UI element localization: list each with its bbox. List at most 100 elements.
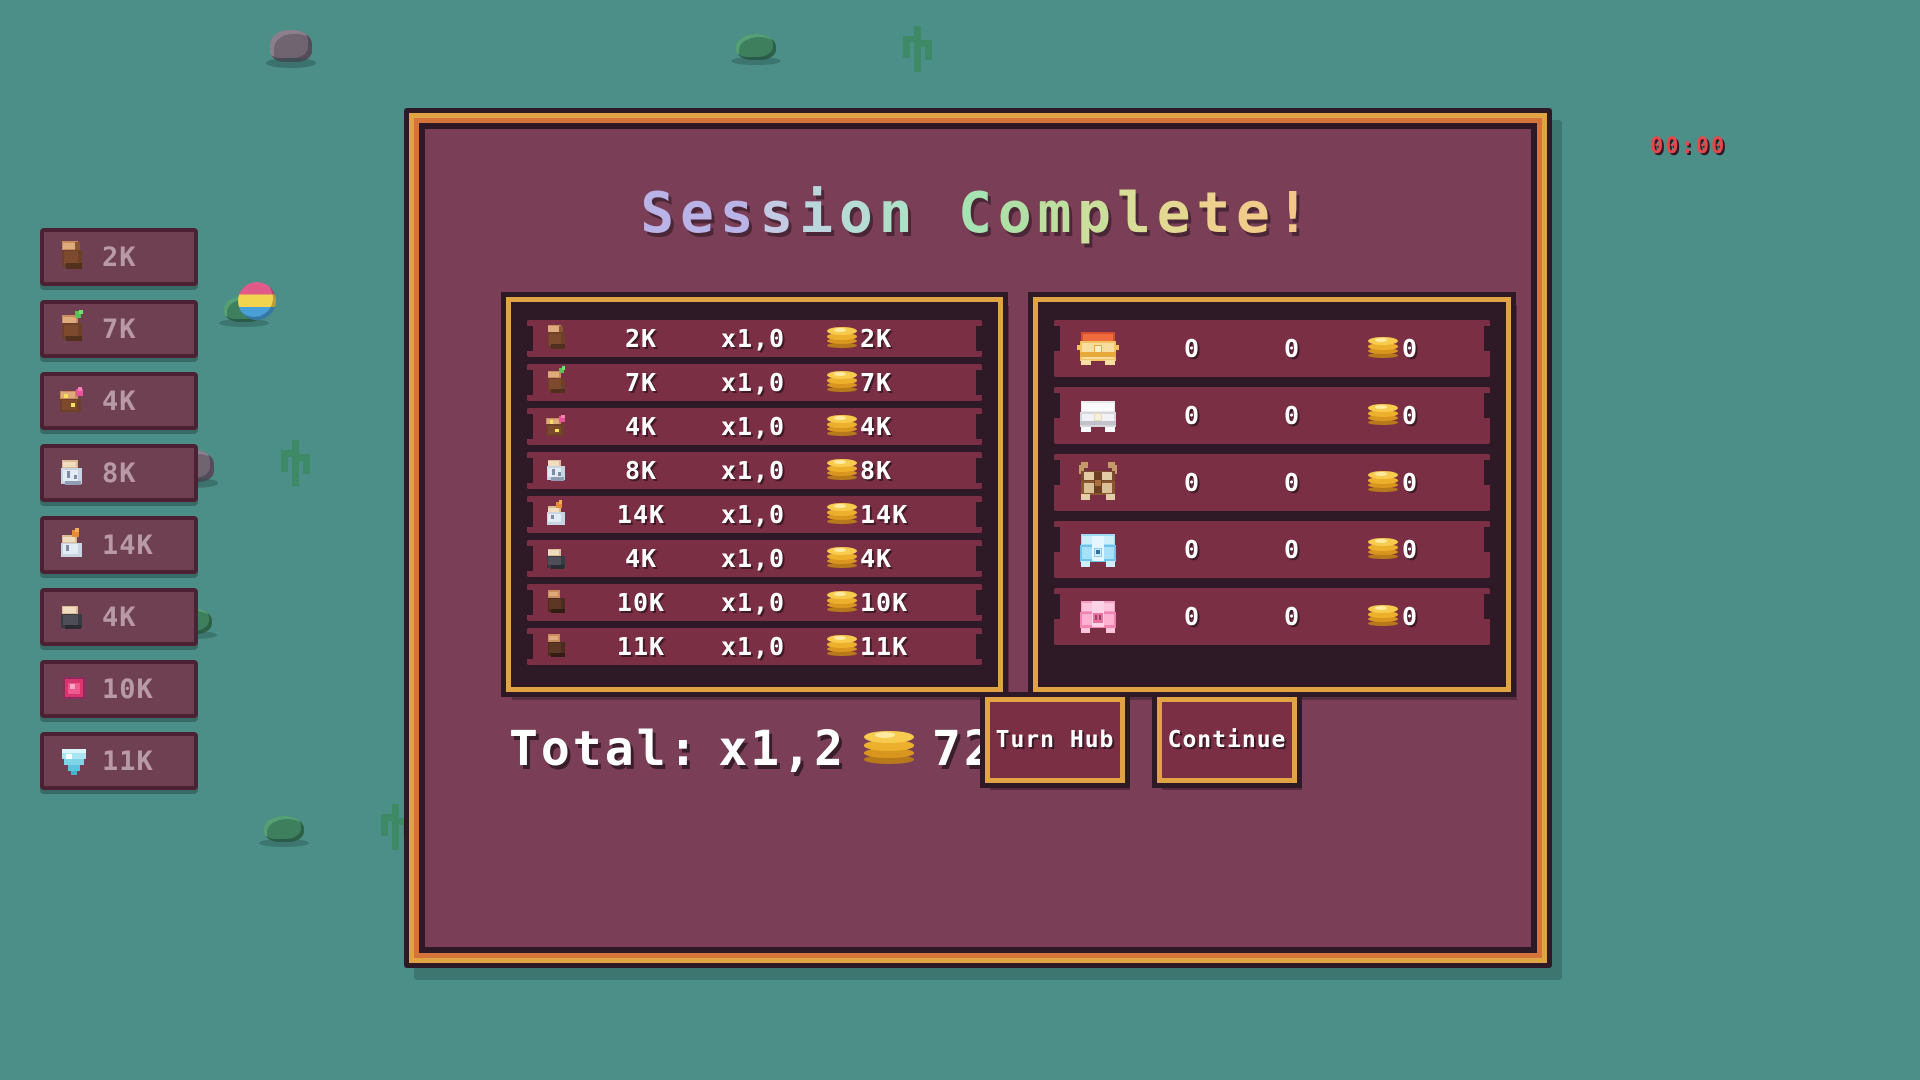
hud-item-value: 7K bbox=[102, 313, 137, 345]
item-icon-cell bbox=[527, 454, 589, 488]
item-reward-cell: 4K bbox=[813, 544, 982, 573]
continue-button[interactable]: Continue bbox=[1152, 692, 1302, 788]
item-multiplier: x1,0 bbox=[720, 368, 786, 397]
bush-decor bbox=[731, 34, 781, 66]
total-summary: Total: x1,2 72K bbox=[509, 721, 1028, 777]
hud-item-value: 14K bbox=[102, 529, 154, 561]
item-row: 8K x1,0 8K bbox=[527, 452, 982, 489]
item-multiplier: x1,0 bbox=[720, 632, 786, 661]
chest-icon-cell bbox=[1054, 326, 1142, 372]
coin-icon bbox=[827, 502, 857, 527]
chest-reward: 0 bbox=[1402, 535, 1419, 564]
beach-ball-decor bbox=[238, 282, 276, 320]
chest-opened-count: 0 bbox=[1183, 468, 1201, 497]
rock-decor bbox=[265, 30, 317, 68]
ruby-gem-icon bbox=[54, 669, 94, 709]
hud-item-value: 4K bbox=[102, 601, 137, 633]
item-icon-cell bbox=[527, 322, 589, 356]
coin-icon bbox=[827, 370, 857, 395]
chest-row: 0 0 0 bbox=[1054, 454, 1490, 511]
item-reward-cell: 10K bbox=[813, 588, 982, 617]
cactus-decor bbox=[278, 440, 312, 486]
chest-row: 0 0 0 bbox=[1054, 320, 1490, 377]
item-reward-cell: 4K bbox=[813, 412, 982, 441]
item-icon-cell bbox=[527, 630, 589, 664]
coin-icon bbox=[827, 590, 857, 615]
item-reward: 11K bbox=[860, 632, 909, 661]
item-icon-cell bbox=[527, 586, 589, 620]
dialog-body: Session Complete! 2K x1,0 2K 7K x1,0 7K 4K x1,0… bbox=[425, 129, 1531, 947]
item-reward: 2K bbox=[860, 324, 893, 353]
log-sprout-icon bbox=[54, 309, 94, 349]
item-count: 10K bbox=[616, 588, 666, 617]
item-reward: 8K bbox=[860, 456, 893, 485]
chest-icon-cell bbox=[1054, 594, 1142, 640]
chest-found-count: 0 bbox=[1283, 401, 1301, 430]
chest-opened-count: 0 bbox=[1183, 602, 1201, 631]
birch-log-icon bbox=[54, 453, 94, 493]
hud-item-value: 4K bbox=[102, 385, 137, 417]
item-row: 7K x1,0 7K bbox=[527, 364, 982, 401]
coin-icon bbox=[1368, 604, 1398, 629]
chest-reward-cell: 0 bbox=[1342, 334, 1490, 363]
coin-icon bbox=[827, 414, 857, 439]
hud-item-value: 10K bbox=[102, 673, 154, 705]
total-multiplier: x1,2 bbox=[718, 721, 846, 777]
charcoal-log-icon bbox=[541, 586, 575, 620]
total-label: Total: bbox=[509, 721, 701, 777]
hud-item: 2K bbox=[40, 228, 198, 286]
chest-rows-container: 0 0 0 0 0 0 0 0 0 0 0 0 0 0 0 bbox=[1044, 308, 1500, 681]
chest-opened-count: 0 bbox=[1183, 334, 1201, 363]
chest-row: 0 0 0 bbox=[1054, 387, 1490, 444]
chest-reward-cell: 0 bbox=[1342, 468, 1490, 497]
item-count: 11K bbox=[616, 632, 666, 661]
chest-reward: 0 bbox=[1402, 602, 1419, 631]
log-icon bbox=[54, 237, 94, 277]
coin-icon bbox=[1368, 336, 1398, 361]
chest-row: 0 0 0 bbox=[1054, 521, 1490, 578]
log-flower-icon bbox=[541, 410, 575, 444]
item-count: 2K bbox=[624, 324, 658, 353]
item-row: 10K x1,0 10K bbox=[527, 584, 982, 621]
item-reward: 4K bbox=[860, 544, 893, 573]
item-reward-cell: 8K bbox=[813, 456, 982, 485]
item-count: 7K bbox=[624, 368, 658, 397]
item-row: 14K x1,0 14K bbox=[527, 496, 982, 533]
coin-icon bbox=[827, 634, 857, 659]
log-sprout-icon bbox=[541, 366, 575, 400]
item-icon-cell bbox=[527, 498, 589, 532]
item-multiplier: x1,0 bbox=[720, 588, 786, 617]
chest-reward: 0 bbox=[1402, 468, 1419, 497]
dark-log-icon bbox=[54, 597, 94, 637]
item-multiplier: x1,0 bbox=[720, 456, 786, 485]
charcoal-log-icon bbox=[541, 630, 575, 664]
hud-item: 4K bbox=[40, 588, 198, 646]
dark-log-icon bbox=[541, 542, 575, 576]
turn-hub-button[interactable]: Turn Hub bbox=[980, 692, 1130, 788]
hud-item-value: 11K bbox=[102, 745, 154, 777]
item-reward: 10K bbox=[860, 588, 909, 617]
item-multiplier: x1,0 bbox=[720, 324, 786, 353]
chest-row: 0 0 0 bbox=[1054, 588, 1490, 645]
chest-reward-cell: 0 bbox=[1342, 535, 1490, 564]
chest-reward-cell: 0 bbox=[1342, 401, 1490, 430]
chest-found-count: 0 bbox=[1283, 468, 1301, 497]
item-count: 14K bbox=[616, 500, 666, 529]
hud-item-value: 8K bbox=[102, 457, 137, 489]
birch-leaf-log-icon bbox=[541, 498, 575, 532]
item-row: 11K x1,0 11K bbox=[527, 628, 982, 665]
hud-item: 7K bbox=[40, 300, 198, 358]
log-flower-icon bbox=[54, 381, 94, 421]
item-row: 4K x1,0 4K bbox=[527, 540, 982, 577]
chest-reward: 0 bbox=[1402, 401, 1419, 430]
item-count: 8K bbox=[624, 456, 658, 485]
coin-icon bbox=[1368, 537, 1398, 562]
chests-panel: 0 0 0 0 0 0 0 0 0 0 0 0 0 0 0 bbox=[1028, 292, 1516, 697]
coin-icon bbox=[1368, 470, 1398, 495]
item-count: 4K bbox=[624, 544, 658, 573]
hud-item: 4K bbox=[40, 372, 198, 430]
dialog-title: Session Complete! bbox=[640, 181, 1316, 246]
diamond-gem-icon bbox=[54, 741, 94, 781]
item-icon-cell bbox=[527, 366, 589, 400]
chest-opened-count: 0 bbox=[1183, 401, 1201, 430]
